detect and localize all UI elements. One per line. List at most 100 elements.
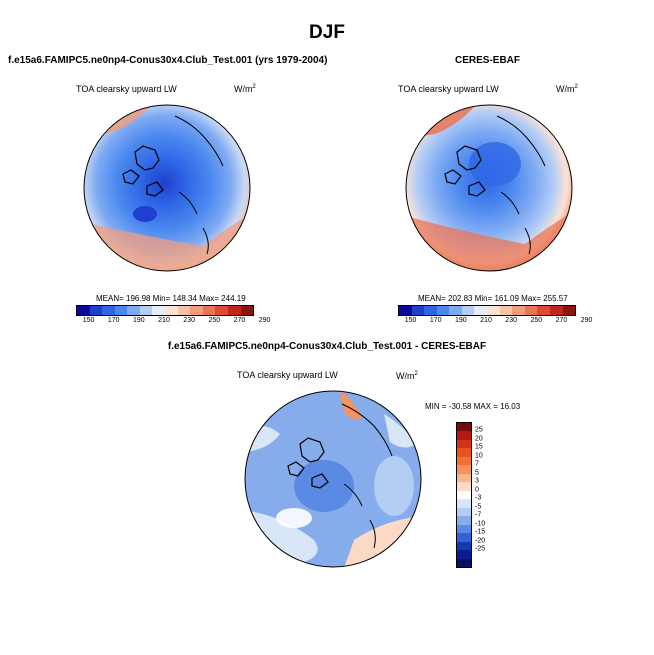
colorbar-swatch [102, 306, 115, 315]
colorbar-swatch [457, 533, 471, 542]
panel-left-colorbar-ticks: 150 170 190 210 230 250 270 290 [76, 317, 271, 327]
colorbar-swatch [457, 516, 471, 525]
colorbar-swatch [499, 306, 513, 315]
colorbar-tick-label: 250 [530, 317, 543, 324]
colorbar-swatch [457, 448, 471, 457]
colorbar-swatch [562, 306, 576, 315]
colorbar-swatch [457, 473, 471, 483]
colorbar-swatch [89, 306, 103, 315]
colorbar-swatch [114, 306, 128, 315]
colorbar-tick-label: -20 [475, 537, 486, 545]
colorbar-swatch [457, 431, 471, 440]
panel-diff-units: W/m2 [396, 371, 418, 381]
colorbar-swatch [449, 306, 462, 315]
colorbar-tick-label: 290 [258, 317, 271, 324]
panel-diff-map [244, 390, 422, 568]
colorbar-tick-label: 15 [475, 443, 483, 451]
figure-title: DJF [309, 22, 345, 43]
colorbar-tick-label: 5 [475, 469, 479, 477]
colorbar-tick-label: 230 [183, 317, 195, 324]
panel-right-stats: MEAN= 202.83 Min= 161.09 Max= 255.57 [418, 294, 568, 303]
colorbar-tick-label: 270 [555, 317, 568, 324]
panel-left-map [83, 104, 251, 272]
colorbar-swatch [457, 465, 471, 474]
colorbar-swatch [165, 306, 178, 315]
colorbar-swatch [457, 524, 471, 534]
colorbar-tick-label: -5 [475, 503, 482, 511]
colorbar-swatch [512, 306, 525, 315]
colorbar-swatch [411, 306, 425, 315]
colorbar-swatch [424, 306, 437, 315]
colorbar-tick-label: 0 [475, 486, 479, 494]
colorbar-swatch [215, 306, 228, 315]
colorbar-tick-label: 20 [475, 435, 483, 443]
colorbar-tick-label: 10 [475, 452, 483, 460]
colorbar-tick-label: 210 [158, 317, 170, 324]
colorbar-swatch [474, 306, 488, 315]
colorbar-swatch [457, 439, 471, 449]
panel-diff-colorbar-ticks: 25 20 15 10 7 5 3 0 -3 -5 -7 -10 -15 -20 -25 [475, 422, 505, 566]
panel-left-variable: TOA clearsky upward LW [76, 84, 177, 94]
colorbar-swatch [457, 456, 471, 466]
colorbar-swatch [190, 306, 203, 315]
panel-right-colorbar-ticks: 150 170 190 210 230 250 270 290 [398, 317, 593, 327]
panel-right-map [405, 104, 573, 272]
colorbar-swatch [457, 541, 471, 551]
panel-right-colorbar [398, 305, 576, 316]
colorbar-tick-label: 210 [480, 317, 492, 324]
panel-left-units: W/m2 [234, 84, 256, 94]
panel-diff-coastlines [287, 437, 329, 489]
colorbar-swatch [177, 306, 191, 315]
panel-right-coastlines [444, 145, 486, 197]
colorbar-swatch [399, 306, 412, 315]
colorbar-swatch [202, 306, 216, 315]
colorbar-swatch [457, 507, 471, 517]
colorbar-tick-label: -3 [475, 494, 482, 502]
colorbar-swatch [457, 482, 471, 491]
colorbar-tick-label: 250 [208, 317, 221, 324]
panel-right-title: CERES-EBAF [455, 55, 521, 66]
colorbar-swatch [436, 306, 450, 315]
colorbar-tick-label: 25 [475, 426, 483, 434]
colorbar-swatch [457, 499, 471, 508]
colorbar-swatch [77, 306, 90, 315]
colorbar-tick-label: 3 [475, 477, 479, 485]
colorbar-tick-label: -10 [475, 520, 486, 528]
colorbar-swatch [240, 306, 254, 315]
colorbar-swatch [227, 306, 241, 315]
colorbar-swatch [139, 306, 153, 315]
colorbar-tick-label: 290 [580, 317, 593, 324]
colorbar-swatch [461, 306, 475, 315]
colorbar-swatch [127, 306, 140, 315]
colorbar-swatch [524, 306, 538, 315]
panel-left-stats: MEAN= 196.98 Min= 148.34 Max= 244.19 [96, 294, 246, 303]
colorbar-tick-label: 170 [429, 317, 442, 324]
colorbar-swatch [457, 490, 471, 500]
colorbar-swatch [457, 423, 471, 432]
panel-right-units: W/m2 [556, 84, 578, 94]
colorbar-tick-label: 150 [404, 317, 417, 324]
colorbar-tick-label: 190 [133, 317, 145, 324]
colorbar-tick-label: 270 [233, 317, 246, 324]
colorbar-swatch [487, 306, 500, 315]
panel-diff-title: f.e15a6.FAMIPC5.ne0np4-Conus30x4.Club_Te… [167, 341, 487, 352]
panel-left-colorbar [76, 305, 254, 316]
colorbar-swatch [457, 550, 471, 559]
colorbar-swatch [457, 558, 471, 567]
colorbar-tick-label: -7 [475, 511, 482, 519]
colorbar-tick-label: 170 [107, 317, 120, 324]
panel-diff-stats: MIN = -30.58 MAX = 16.03 [425, 402, 521, 411]
colorbar-tick-label: 7 [475, 460, 479, 468]
colorbar-tick-label: 190 [455, 317, 467, 324]
colorbar-tick-label: -15 [475, 528, 486, 536]
colorbar-tick-label: -25 [475, 545, 486, 553]
colorbar-swatch [549, 306, 563, 315]
colorbar-tick-label: 150 [82, 317, 95, 324]
panel-diff-variable: TOA clearsky upward LW [237, 370, 338, 380]
colorbar-swatch [537, 306, 550, 315]
panel-diff-colorbar [456, 422, 472, 568]
colorbar-swatch [152, 306, 166, 315]
panel-right-variable: TOA clearsky upward LW [398, 84, 499, 94]
panel-left-title: f.e15a6.FAMIPC5.ne0np4-Conus30x4.Club_Te… [8, 55, 328, 66]
colorbar-tick-label: 230 [505, 317, 517, 324]
